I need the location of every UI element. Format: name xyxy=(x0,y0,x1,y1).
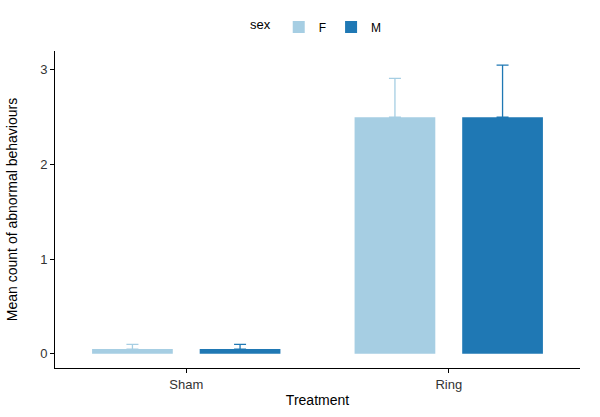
svg-text:1: 1 xyxy=(40,252,47,267)
svg-text:Mean count of abnormal behavio: Mean count of abnormal behaviours xyxy=(4,98,20,321)
svg-text:Sham: Sham xyxy=(169,377,203,392)
svg-text:0: 0 xyxy=(40,346,47,361)
svg-text:Ring: Ring xyxy=(435,377,462,392)
svg-text:Treatment: Treatment xyxy=(286,392,349,408)
svg-text:3: 3 xyxy=(40,62,47,77)
svg-text:M: M xyxy=(371,21,381,35)
svg-text:F: F xyxy=(319,21,326,35)
svg-text:sex: sex xyxy=(250,17,271,32)
svg-text:2: 2 xyxy=(40,157,47,172)
